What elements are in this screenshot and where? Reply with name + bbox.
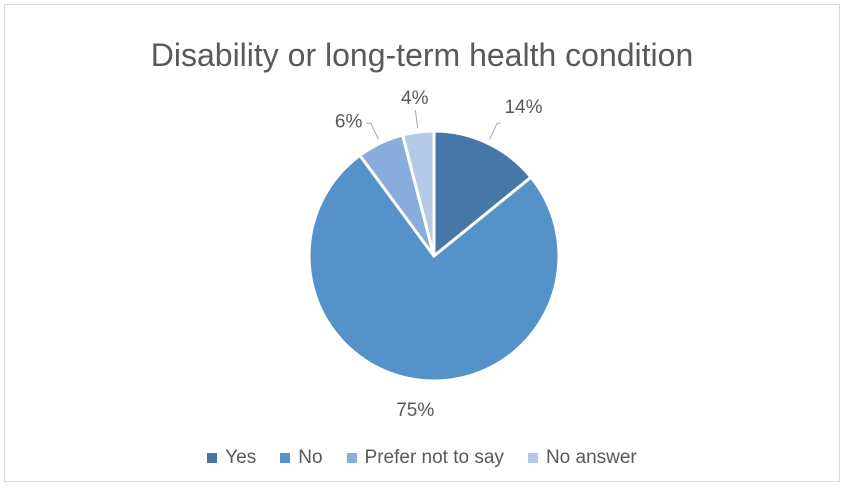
data-label-prefer-not-to-say: 6% [335, 111, 363, 132]
data-labels: 14% 75% 6% 4% [335, 88, 543, 421]
pie-slice-no-answer [401, 129, 436, 258]
legend-swatch [207, 453, 218, 463]
leader-lines [366, 110, 501, 140]
legend: Yes No Prefer not to say No answer [5, 447, 839, 469]
legend-label: Yes [225, 447, 257, 468]
legend-item-yes: Yes [207, 447, 256, 469]
pie-slice-no [307, 153, 561, 383]
legend-label: No answer [545, 447, 637, 468]
pie-chart: 14% 75% 6% 4% [307, 88, 561, 421]
data-label-yes: 14% [504, 97, 542, 118]
legend-label: Prefer not to say [364, 447, 504, 468]
legend-item-no: No [280, 447, 323, 469]
legend-label: No [298, 447, 323, 468]
leader-line-yes [488, 122, 501, 140]
legend-item-prefer-not-to-say: Prefer not to say [346, 447, 504, 469]
legend-item-no-answer: No answer [527, 447, 637, 469]
data-label-no: 75% [396, 400, 434, 421]
legend-swatch [280, 453, 291, 463]
chart-area: Disability or long-term health condition… [4, 4, 840, 482]
legend-swatch [346, 453, 357, 463]
pie-slices [307, 129, 561, 383]
leader-line-no-answer [414, 110, 419, 129]
pie-slice-yes [432, 129, 533, 258]
legend-swatch [527, 453, 538, 463]
chart-title: Disability or long-term health condition [150, 37, 694, 73]
leader-line-prefer-not-to-say [366, 122, 380, 140]
data-label-no-answer: 4% [401, 88, 429, 109]
